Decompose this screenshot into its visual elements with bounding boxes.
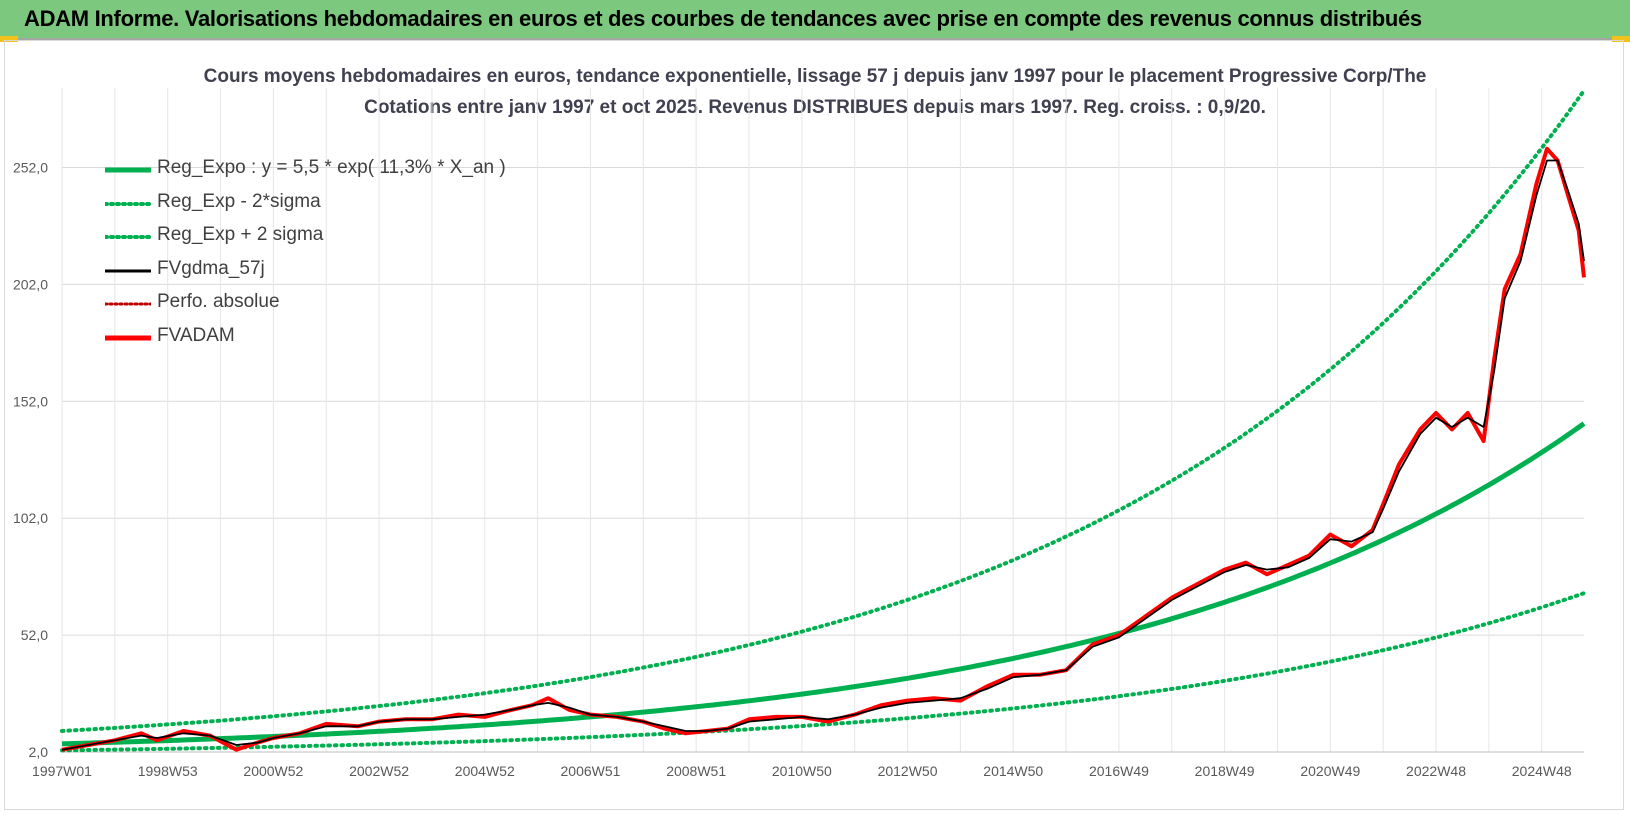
- page-title: ADAM Informe. Valorisations hebdomadaire…: [24, 6, 1422, 31]
- corner-accent-right: [1612, 36, 1630, 42]
- x-tick-label: 2018W49: [1195, 763, 1255, 779]
- y-axis-ticks: 2,0 52,0 102,0 152,0 202,0 252,0: [13, 159, 48, 760]
- y-tick-label: 252,0: [13, 159, 48, 175]
- series-fvgdma-57j: [61, 159, 1585, 751]
- chart-frame: [4, 40, 1624, 810]
- legend-label: Reg_Exp + 2 sigma: [157, 224, 324, 245]
- x-tick-label: 2004W52: [455, 763, 515, 779]
- chart-title-line1: Cours moyens hebdomadaires en euros, ten…: [203, 66, 1427, 87]
- y-tick-label: 102,0: [13, 510, 48, 526]
- x-tick-label: 2014W50: [983, 763, 1043, 779]
- y-tick-label: 2,0: [29, 744, 49, 760]
- x-tick-label: 2024W48: [1512, 763, 1572, 779]
- x-tick-label: 2016W49: [1089, 763, 1149, 779]
- legend-swatch-solid-black: [105, 269, 151, 272]
- x-tick-label: 1998W53: [138, 763, 198, 779]
- legend-label: Reg_Exp - 2*sigma: [157, 190, 321, 212]
- x-tick-label: 2020W49: [1300, 763, 1360, 779]
- header-banner: ADAM Informe. Valorisations hebdomadaire…: [0, 0, 1630, 42]
- x-tick-label: 2002W52: [349, 763, 409, 779]
- x-tick-label: 2008W51: [666, 763, 726, 779]
- x-tick-label: 1997W01: [32, 763, 92, 779]
- legend-label: Perfo. absolue: [157, 291, 280, 312]
- x-tick-label: 2006W51: [561, 763, 621, 779]
- grid-lines: [61, 88, 1584, 753]
- x-axis-ticks: 1997W01 1998W53 2000W52 2002W52 2004W52 2006W…: [32, 763, 1572, 779]
- legend-swatch-dotted-green: [105, 235, 151, 239]
- x-tick-label: 2010W50: [772, 763, 832, 779]
- legend-label: FVgdma_57j: [157, 257, 265, 279]
- x-tick-label: 2000W52: [243, 763, 303, 779]
- corner-accent-left: [0, 36, 18, 42]
- chart-series: [60, 88, 1586, 753]
- y-tick-label: 202,0: [13, 276, 48, 292]
- y-tick-label: 52,0: [21, 627, 48, 643]
- series-reg-exp-plus-2sigma: [60, 88, 1586, 733]
- legend-label: FVADAM: [157, 324, 235, 346]
- x-tick-label: 2022W48: [1406, 763, 1466, 779]
- legend-swatch-dotted-red: [105, 302, 151, 306]
- legend-label: Reg_Expo : y = 5,5 * exp( 11,3% * X_an ): [157, 157, 506, 178]
- legend-swatch-dotted-green: [105, 201, 151, 206]
- legend-swatch-solid-green: [105, 167, 151, 173]
- chart-title-line2: Cotations entre janv 1997 et oct 2025. R…: [364, 97, 1266, 118]
- x-tick-label: 2012W50: [878, 763, 938, 779]
- series-reg-expo: [61, 421, 1586, 747]
- series-reg-exp-minus-2sigma: [60, 591, 1586, 753]
- legend-swatch-solid-red: [105, 335, 151, 340]
- y-tick-label: 152,0: [13, 393, 48, 409]
